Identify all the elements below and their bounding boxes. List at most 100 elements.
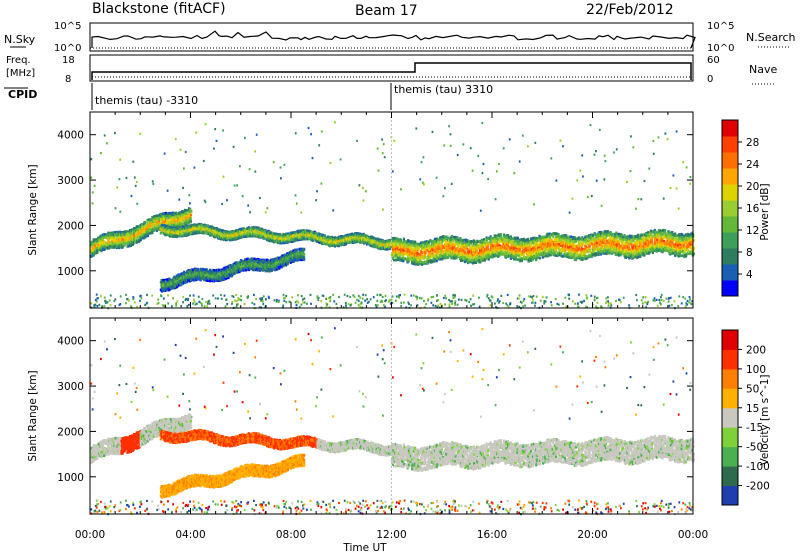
power-cell	[96, 240, 99, 243]
power-cell	[133, 231, 136, 234]
power-cell	[159, 222, 162, 226]
power-cell	[151, 231, 154, 235]
power-cell	[157, 222, 160, 225]
nsky-label: N.Sky	[4, 33, 36, 46]
freq-left-tick-bottom: 8	[65, 74, 71, 85]
power-cell	[156, 214, 159, 218]
power-cell	[173, 218, 176, 222]
freq-left-tick-top: 18	[62, 55, 75, 66]
power-cell	[142, 225, 145, 229]
power-cell	[96, 251, 99, 254]
power-cell	[139, 235, 142, 239]
power-cell	[138, 228, 141, 231]
freq-right-tick-top: 60	[707, 55, 720, 66]
power-cell	[126, 243, 129, 247]
power-cell	[111, 241, 114, 244]
power-cell	[134, 240, 137, 243]
power-cell	[135, 225, 138, 228]
power-cell	[125, 235, 129, 238]
power-cell	[116, 234, 119, 238]
power-cell	[342, 236, 345, 239]
power-cell	[162, 221, 166, 225]
cpid-segment-0: themis (tau) -3310	[95, 94, 198, 107]
power-cell	[171, 213, 174, 217]
power-cell	[171, 221, 174, 224]
power-cell	[147, 223, 150, 226]
power-cell	[121, 246, 124, 249]
power-cell	[118, 241, 121, 245]
power-cell	[95, 238, 98, 241]
power-cell	[128, 241, 131, 245]
station-title: Blackstone (fitACF)	[92, 1, 226, 17]
power-data-layer	[89, 112, 695, 310]
power-cell	[146, 233, 149, 236]
power-cell	[163, 220, 166, 223]
power-cell	[116, 246, 119, 250]
power-cell	[117, 246, 121, 250]
power-cell	[105, 243, 108, 247]
power-cell	[101, 237, 105, 240]
cpid-label: CPID	[8, 88, 37, 101]
power-cell	[128, 230, 131, 233]
power-cell	[123, 242, 126, 246]
power-cell	[206, 224, 209, 228]
power-cell	[100, 245, 103, 248]
freq-trace	[91, 62, 692, 80]
freq-label-line1: Freq.	[6, 55, 31, 66]
power-cell	[176, 212, 179, 216]
power-cell	[94, 238, 97, 242]
power-cell	[151, 228, 154, 231]
power-cell	[126, 237, 129, 241]
power-cell	[139, 238, 142, 242]
power-cell	[186, 216, 190, 220]
power-cell	[154, 224, 157, 228]
power-cell	[156, 224, 159, 228]
power-cell	[121, 240, 124, 244]
power-cell	[153, 218, 156, 222]
power-cell	[130, 228, 133, 232]
power-cell	[153, 215, 156, 218]
power-cell	[154, 217, 157, 220]
power-cell	[115, 230, 118, 234]
power-cell	[91, 250, 94, 253]
power-cell	[176, 220, 179, 223]
power-cell	[142, 236, 145, 239]
power-cell	[113, 241, 116, 244]
power-cell	[174, 221, 177, 224]
power-cell	[124, 240, 127, 243]
power-cell	[138, 225, 141, 229]
power-cell	[146, 227, 149, 231]
freq-right-tick-bottom: 0	[707, 74, 713, 85]
power-cell	[151, 223, 154, 226]
power-cell	[100, 246, 103, 250]
power-cell	[126, 245, 129, 248]
noise-left-tick-bottom: 10^0	[54, 43, 81, 54]
power-cell	[143, 223, 146, 226]
power-cell	[141, 234, 144, 237]
power-cell	[141, 227, 144, 230]
power-cell	[147, 232, 150, 235]
power-cell	[185, 212, 188, 215]
power-cell	[370, 236, 373, 239]
noise-left-tick-top: 10^5	[54, 21, 81, 32]
power-cell	[143, 220, 146, 224]
power-cell	[144, 228, 147, 232]
power-cell	[116, 232, 119, 236]
power-cell	[107, 245, 110, 249]
power-cell	[152, 226, 155, 229]
freq-panel: 18 8 60 0	[62, 54, 720, 85]
power-cell	[100, 242, 104, 245]
power-cell	[103, 233, 106, 236]
power-cell	[152, 229, 155, 232]
power-cell	[166, 214, 170, 218]
power-cell	[154, 221, 157, 225]
power-cell	[137, 231, 140, 234]
power-cell	[107, 241, 110, 244]
power-cell	[164, 215, 167, 219]
power-cell	[168, 215, 171, 218]
power-cell	[181, 214, 184, 217]
power-cell	[160, 215, 163, 218]
beam-label: Beam 17	[355, 3, 418, 19]
power-cell	[131, 238, 134, 242]
